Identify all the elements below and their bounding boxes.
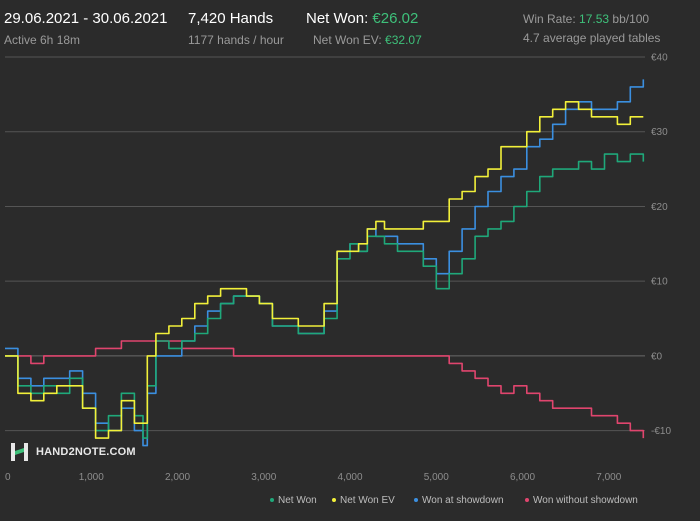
x-tick-label: 0 [5,472,11,483]
net-won-ev-label: Net Won EV: [313,33,382,47]
series-line [5,340,645,439]
y-tick-label: €0 [651,351,663,362]
legend-marker [525,498,529,502]
net-won-label: Net Won: [306,10,369,27]
win-rate: Win Rate: 17.53 bb/100 [523,12,649,26]
y-tick-label: €10 [651,277,668,288]
x-tick-label: 3,000 [251,472,276,483]
y-tick-label: €40 [651,53,668,64]
hands-count: 7,420 Hands [188,10,274,27]
x-tick-label: 7,000 [596,472,621,483]
series-line [5,101,644,439]
x-tick-label: 5,000 [424,472,449,483]
average-tables: 4.7 average played tables [523,31,661,45]
active-time: Active 6h 18m [4,33,81,47]
y-tick-label: €30 [651,127,668,138]
x-tick-label: 1,000 [79,472,104,483]
y-tick-label: €20 [651,202,668,213]
net-won-ev: Net Won EV: €32.07 [313,33,422,47]
win-rate-value: 17.53 [579,12,610,26]
x-tick-label: 6,000 [510,472,535,483]
series-line [5,153,645,439]
hands-per-hour: 1177 hands / hour [188,33,284,47]
legend-entry: Won without showdown [533,495,638,506]
legend-entry: Net Won EV [340,495,395,506]
y-tick-label: -€10 [651,426,671,437]
x-tick-label: 2,000 [165,472,190,483]
hand2note-logo-icon [11,443,28,461]
stats-header: 29.06.2021 - 30.06.2021 Active 6h 18m 7,… [0,0,700,52]
hand2note-logo: HAND2NOTE.COM [10,442,136,462]
net-won: Net Won: €26.02 [306,10,418,27]
win-rate-label: Win Rate: [523,12,576,26]
legend-marker [332,498,336,502]
legend-entry: Net Won [278,495,317,506]
legend-marker [270,498,274,502]
series-line [5,79,645,447]
net-won-ev-value: €32.07 [385,33,422,47]
win-rate-unit: bb/100 [612,12,650,26]
hand2note-logo-text: HAND2NOTE.COM [36,446,136,458]
x-tick-label: 4,000 [337,472,362,483]
legend-entry: Won at showdown [422,495,504,506]
net-won-value: €26.02 [372,10,419,27]
legend-marker [414,498,418,502]
date-range: 29.06.2021 - 30.06.2021 [4,10,168,27]
